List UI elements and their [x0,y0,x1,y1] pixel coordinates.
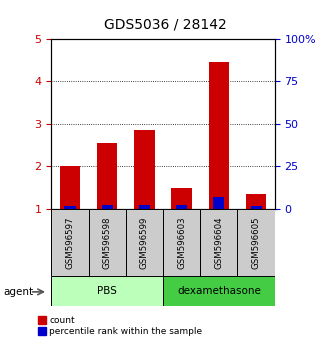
Bar [163,209,200,276]
Text: dexamethasone: dexamethasone [177,286,261,296]
Bar [97,143,118,209]
Text: PBS: PBS [97,286,117,296]
Bar [209,62,229,209]
Bar [60,166,80,209]
Bar [200,209,237,276]
Bar [126,209,163,276]
Text: GSM596599: GSM596599 [140,216,149,269]
Bar [102,205,113,209]
Bar [237,209,275,276]
Bar [64,206,75,209]
Bar [213,198,224,209]
Bar [88,209,126,276]
Bar [163,276,275,306]
Bar [246,194,266,209]
Bar [139,205,150,209]
Bar [176,205,187,209]
Legend: count, percentile rank within the sample: count, percentile rank within the sample [38,316,203,336]
Text: GSM596603: GSM596603 [177,216,186,269]
Bar [251,206,262,209]
Bar [171,188,192,209]
Text: GSM596605: GSM596605 [252,216,260,269]
Text: GSM596598: GSM596598 [103,216,112,269]
Text: GSM596604: GSM596604 [214,216,223,269]
Bar [134,130,155,209]
Bar [51,209,88,276]
Text: GDS5036 / 28142: GDS5036 / 28142 [104,18,227,32]
Text: agent: agent [3,287,33,297]
Bar [51,276,163,306]
Text: GSM596597: GSM596597 [66,216,74,269]
